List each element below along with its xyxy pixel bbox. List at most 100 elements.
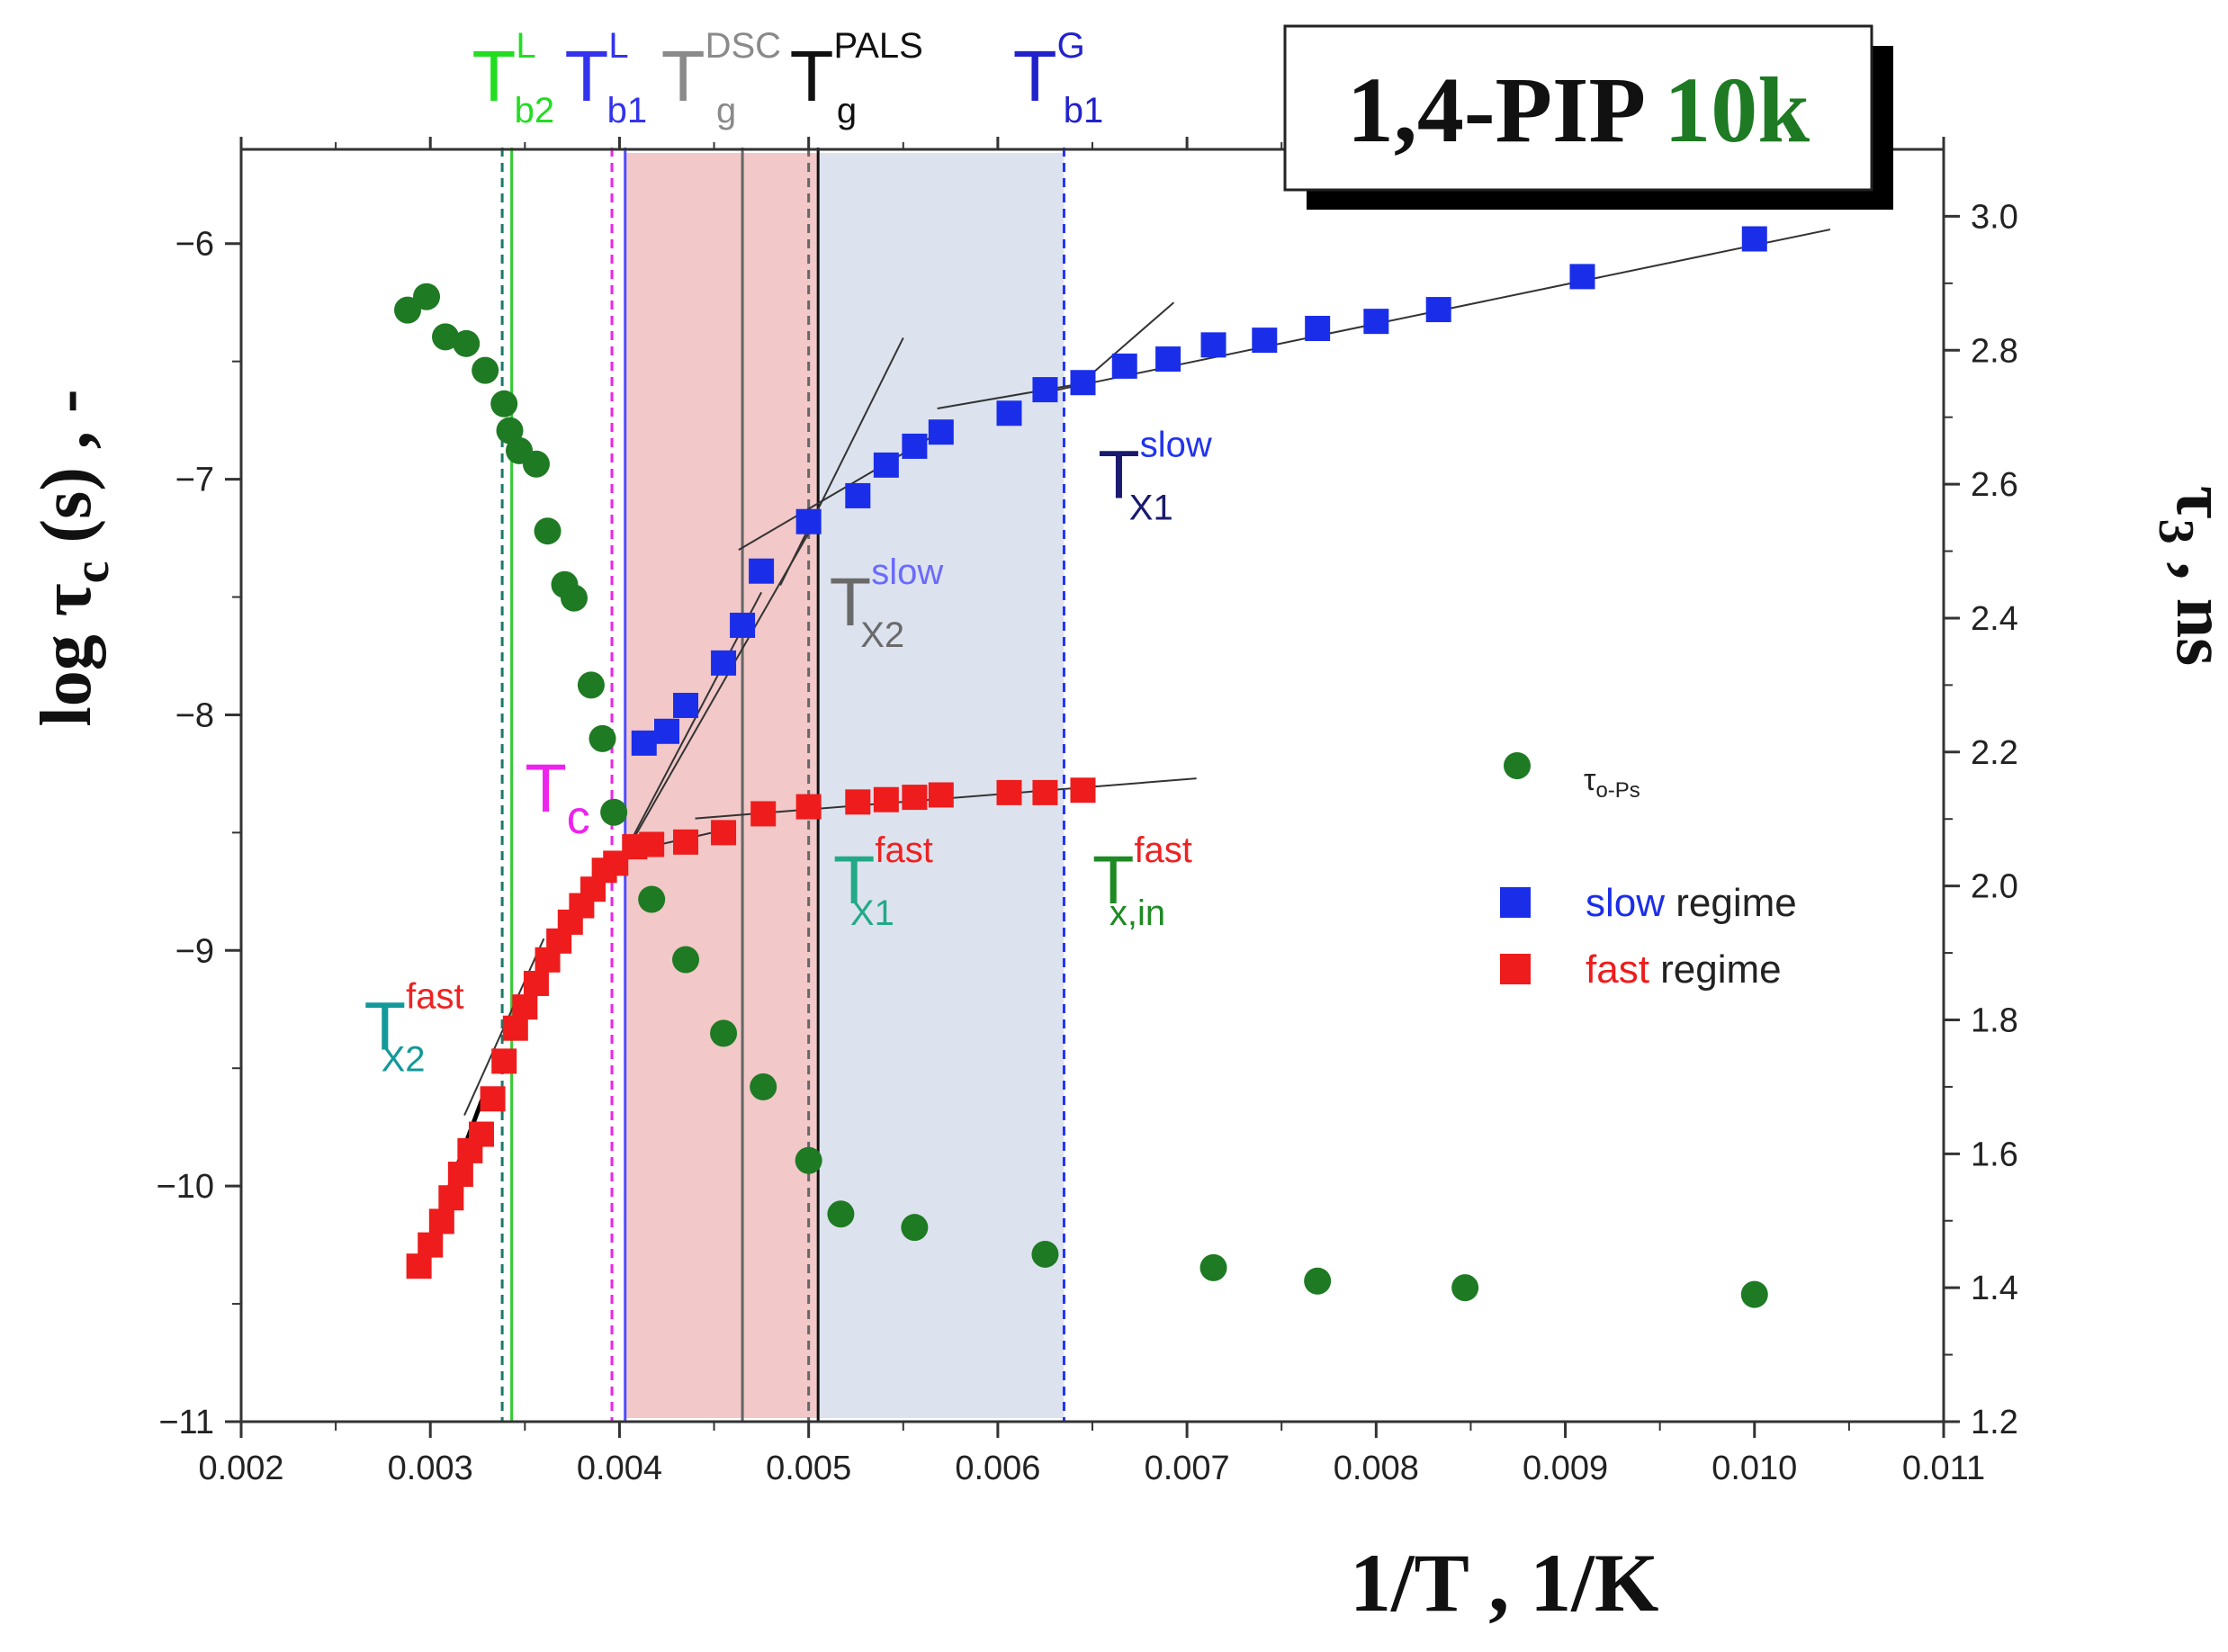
- fit-line-5: [738, 435, 932, 552]
- top-label-sup: G: [1057, 26, 1085, 66]
- chart-title: 1,4-PIP: [1347, 58, 1644, 162]
- point-fast-29: [996, 779, 1022, 805]
- point-slow-9: [902, 433, 928, 459]
- point-fast-8: [491, 1048, 517, 1074]
- vertical-marker-lines: [500, 148, 1065, 1422]
- point-tau-ops-9: [534, 517, 561, 545]
- annotation-main: T: [833, 842, 875, 919]
- point-tau-ops-1: [413, 283, 441, 310]
- point-tau-ops-23: [1199, 1253, 1227, 1281]
- point-fast-9: [502, 1015, 528, 1041]
- point-fast-7: [480, 1086, 506, 1112]
- annotation-sup: fast: [875, 830, 932, 870]
- point-tau-ops-16: [672, 946, 700, 974]
- point-slow-19: [1363, 309, 1389, 335]
- point-tau-ops-15: [638, 885, 666, 913]
- annotation-sub: x,in: [1110, 893, 1165, 933]
- point-tau-ops-19: [795, 1146, 822, 1174]
- y-tick-label-0: −11: [158, 1404, 214, 1441]
- y2-tick-label-4: 2.0: [1971, 868, 2018, 906]
- point-fast-6: [468, 1121, 494, 1147]
- x-tick-label-3: 0.005: [766, 1450, 851, 1487]
- y2-tick-label-9: 3.0: [1971, 198, 2018, 236]
- annotation-sup: fast: [406, 976, 463, 1016]
- x-tick-label-1: 0.003: [388, 1450, 473, 1487]
- point-fast-28: [928, 782, 954, 808]
- y2-axis-label: τ3 , ns: [2148, 486, 2228, 667]
- top-label-sub: g: [837, 91, 857, 130]
- top-label-sub: b1: [607, 91, 648, 130]
- annotation-main: T: [830, 564, 871, 641]
- point-tau-ops-17: [710, 1019, 738, 1047]
- point-slow-3: [711, 650, 737, 676]
- point-slow-16: [1200, 332, 1226, 358]
- y2-tick-label-3: 1.8: [1971, 1001, 2018, 1039]
- point-tau-ops-24: [1304, 1267, 1332, 1295]
- y2-tick-label-8: 2.8: [1971, 332, 2018, 370]
- point-slow-1: [654, 718, 679, 744]
- annotation-sub: X2: [382, 1039, 426, 1079]
- point-slow-20: [1425, 297, 1451, 323]
- annotation-1: Tslow X2: [830, 552, 944, 655]
- y2-tick-label-6: 2.4: [1971, 600, 2018, 638]
- point-slow-10: [928, 419, 954, 445]
- point-slow-2: [673, 692, 699, 718]
- annotation-sup: slow: [1140, 426, 1212, 465]
- svg-text:log τc (s) , -: log τc (s) , -: [27, 389, 120, 726]
- point-tau-ops-25: [1451, 1274, 1479, 1302]
- top-label-main: T: [472, 36, 516, 116]
- annotation-0: Tslow X1: [1098, 426, 1212, 528]
- chart-title-suffix: 10k: [1664, 58, 1810, 162]
- point-slow-8: [873, 452, 899, 478]
- point-fast-24: [795, 794, 822, 820]
- point-tau-ops-26: [1740, 1280, 1768, 1308]
- point-fast-25: [845, 789, 871, 815]
- point-fast-0: [406, 1253, 432, 1279]
- annotation-main: T: [1092, 842, 1134, 919]
- x-tick-label-7: 0.009: [1523, 1450, 1608, 1487]
- top-label-sup: L: [608, 26, 628, 66]
- top-label-2: TDSC g: [661, 26, 781, 130]
- y2-tick-label-7: 2.6: [1971, 466, 2018, 504]
- svg-text:τ3 , ns: τ3 , ns: [2148, 486, 2228, 667]
- point-slow-21: [1569, 264, 1595, 290]
- point-tau-ops-14: [600, 798, 628, 826]
- legend: τo-Ps slow regime fast regime: [1500, 752, 1797, 992]
- point-slow-7: [845, 482, 871, 508]
- point-fast-22: [711, 820, 737, 846]
- x-axis-label: 1/T , 1/K: [1350, 1537, 1658, 1629]
- point-tau-ops-18: [750, 1073, 777, 1100]
- y-tick-label-4: −7: [175, 462, 214, 499]
- point-fast-21: [673, 829, 699, 855]
- top-label-main: T: [790, 36, 834, 116]
- y-tick-label-3: −8: [175, 696, 214, 734]
- annotation-main: T: [364, 988, 406, 1064]
- point-tau-ops-2: [432, 323, 460, 351]
- top-label-main: T: [661, 36, 705, 116]
- point-fast-31: [1070, 777, 1096, 804]
- chart-title-box: 1,4-PIP 10k: [1283, 24, 1893, 210]
- annotation-sup: slow: [871, 552, 943, 592]
- point-slow-13: [1070, 370, 1096, 396]
- point-fast-2: [428, 1208, 454, 1235]
- x-tick-label-4: 0.006: [955, 1450, 1040, 1487]
- point-slow-4: [730, 612, 756, 638]
- annotation-sub: c: [567, 792, 590, 844]
- x-axis-ticks: 0.002 0.003 0.004 0.005 0.006 0.007 0.008 0.009…: [198, 137, 1985, 1487]
- legend-marker-slow: [1500, 887, 1531, 918]
- x-tick-label-6: 0.008: [1334, 1450, 1419, 1487]
- top-label-sup: PALS: [834, 26, 923, 66]
- point-fast-1: [418, 1232, 444, 1258]
- point-slow-11: [996, 400, 1022, 426]
- point-fast-20: [639, 831, 665, 857]
- point-fast-4: [447, 1162, 473, 1188]
- top-label-3: TPALS g: [790, 26, 923, 130]
- y-tick-label-2: −9: [175, 932, 214, 970]
- top-label-sup: L: [516, 26, 535, 66]
- point-slow-5: [749, 558, 775, 584]
- top-label-sub: b2: [515, 91, 555, 130]
- point-slow-15: [1155, 346, 1181, 373]
- point-slow-17: [1252, 328, 1278, 354]
- annotation-main: T: [1098, 437, 1139, 514]
- point-slow-18: [1305, 316, 1331, 342]
